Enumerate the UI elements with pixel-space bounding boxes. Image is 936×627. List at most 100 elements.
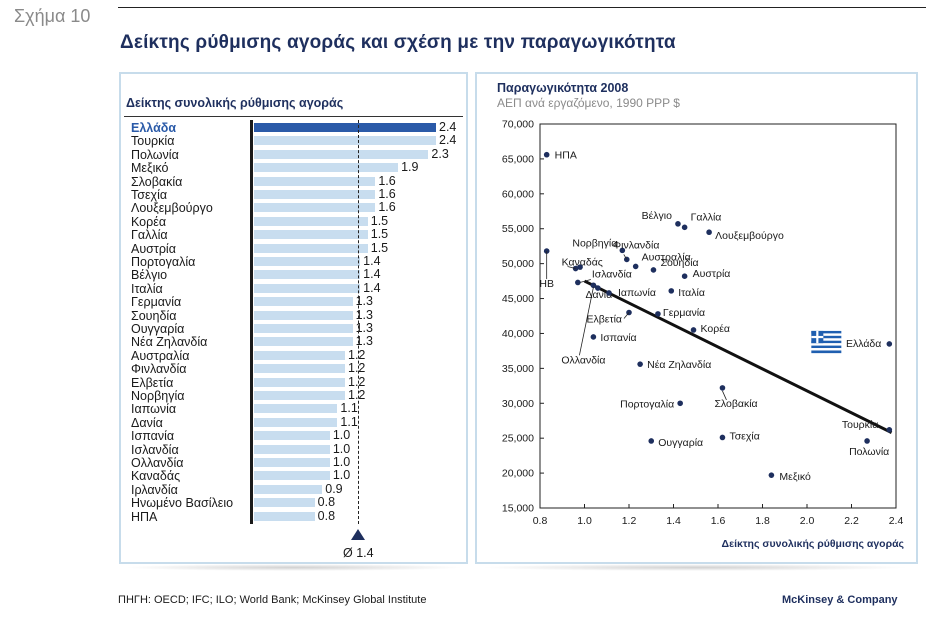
data-point [690,327,697,333]
data-point [768,472,775,478]
point-label: Τουρκία [842,419,878,431]
leader-line [579,279,591,283]
point-label: Ελβετία [586,314,622,326]
bar-value-label: 1.2 [348,388,366,402]
bar-label: Ισλανδία [131,442,179,457]
point-label: Λουξεμβούργο [715,230,784,242]
bar [254,324,353,333]
bar-label: Ελβετία [131,375,174,390]
bar [254,310,353,320]
bar-axis-line [250,120,253,524]
x-tick-label: 1.0 [577,515,592,527]
point-label: Ιταλία [678,287,705,299]
scatter-chart-subtitle: ΑΕΠ ανά εργαζόμενο, 1990 PPP $ [497,96,680,110]
x-tick-label: 1.4 [666,515,681,527]
leader-line [623,254,628,260]
point-label: Δανία [585,289,612,301]
data-point [681,273,688,280]
bar [254,417,338,427]
bar [254,163,399,173]
data-point [595,285,601,291]
point-label: Σλοβακία [714,398,757,410]
bar-label: Γαλλία [131,228,168,243]
bar-value-label: 0.8 [317,508,336,523]
data-point [637,361,643,367]
bar [254,190,376,199]
point-label: Πορτογαλία [620,398,674,410]
data-point [577,264,583,270]
y-tick-label: 40,000 [502,328,534,340]
point-label: Αυστραλία [642,251,691,263]
data-point [650,267,657,273]
data-point [675,221,681,227]
y-tick-label: 60,000 [502,188,534,200]
main-title: Δείκτης ρύθμισης αγοράς και σχέση με την… [120,32,676,53]
bar [254,203,376,213]
bar-label: Αυστραλία [131,348,190,363]
scatter-chart-panel [475,72,918,564]
bar [254,377,345,387]
average-line [358,120,359,524]
bar-value-label: 1.2 [348,361,366,376]
bar [254,283,361,293]
bar-label: ΗΠΑ [131,509,158,524]
bar [254,297,353,307]
bar-value-label: 1.1 [340,414,358,429]
point-label: Ολλανδία [561,354,605,366]
bar-label: Φινλανδία [131,362,187,377]
bar [254,404,338,414]
scatter-panel-shadow [480,564,910,571]
bar-label: Ολλανδία [131,456,184,470]
bar [254,123,436,132]
leader-line [567,266,576,269]
bar-label: Σλοβακία [131,174,183,189]
y-tick-label: 25,000 [502,433,534,445]
bar [254,458,330,467]
bar [254,484,323,494]
bar-value-label: 1.9 [401,160,419,175]
bar-value-label: 1.6 [378,187,396,201]
bar [254,511,315,521]
data-point [575,279,581,286]
y-tick-label: 35,000 [502,363,534,375]
bar-value-label: 2.3 [431,146,449,161]
data-point [719,434,726,441]
bar [254,337,353,347]
bar-value-label: 1.1 [340,401,358,416]
bar-label: Ιταλία [131,281,163,296]
trend-line [583,279,893,434]
bar-value-label: 1.5 [370,227,389,242]
point-label: Γερμανία [663,307,705,319]
data-point [543,151,550,158]
point-label: Νορβηγία [572,237,617,249]
point-label: Ιαπωνία [618,287,656,299]
bar-value-label: 1.4 [363,267,381,282]
data-point [864,438,870,444]
data-point [886,427,893,433]
point-label: Ελλάδα [846,338,881,350]
y-tick-label: 45,000 [502,293,534,305]
bar-label: Τσεχία [131,188,168,202]
bar-value-label: 1.3 [355,334,373,349]
bar [254,216,368,226]
bar-label: Ηνωμένο Βασίλειο [131,496,234,511]
bar-value-label: 0.9 [325,481,343,496]
scatter-chart-title: Παραγωγικότητα 2008 [497,81,629,95]
bar-value-label: 1.0 [332,441,351,456]
average-label: Ø 1.4 [343,546,374,560]
bar [254,391,345,400]
bar-label: Δανία [131,415,163,430]
bar-label: Γερμανία [131,295,182,310]
bar-value-label: 1.3 [355,307,373,322]
point-label: Ισπανία [600,332,636,344]
bar [254,431,330,441]
x-tick-label: 2.4 [889,515,904,527]
point-label: Κορέα [701,323,730,335]
point-label: Σουηδία [660,257,698,269]
bar-label: Λουξεμβούργο [131,201,213,216]
figure-number: Σχήμα 10 [14,6,91,26]
bar [254,364,345,374]
leader-line [623,312,630,319]
bar-value-label: 1.6 [378,173,396,188]
